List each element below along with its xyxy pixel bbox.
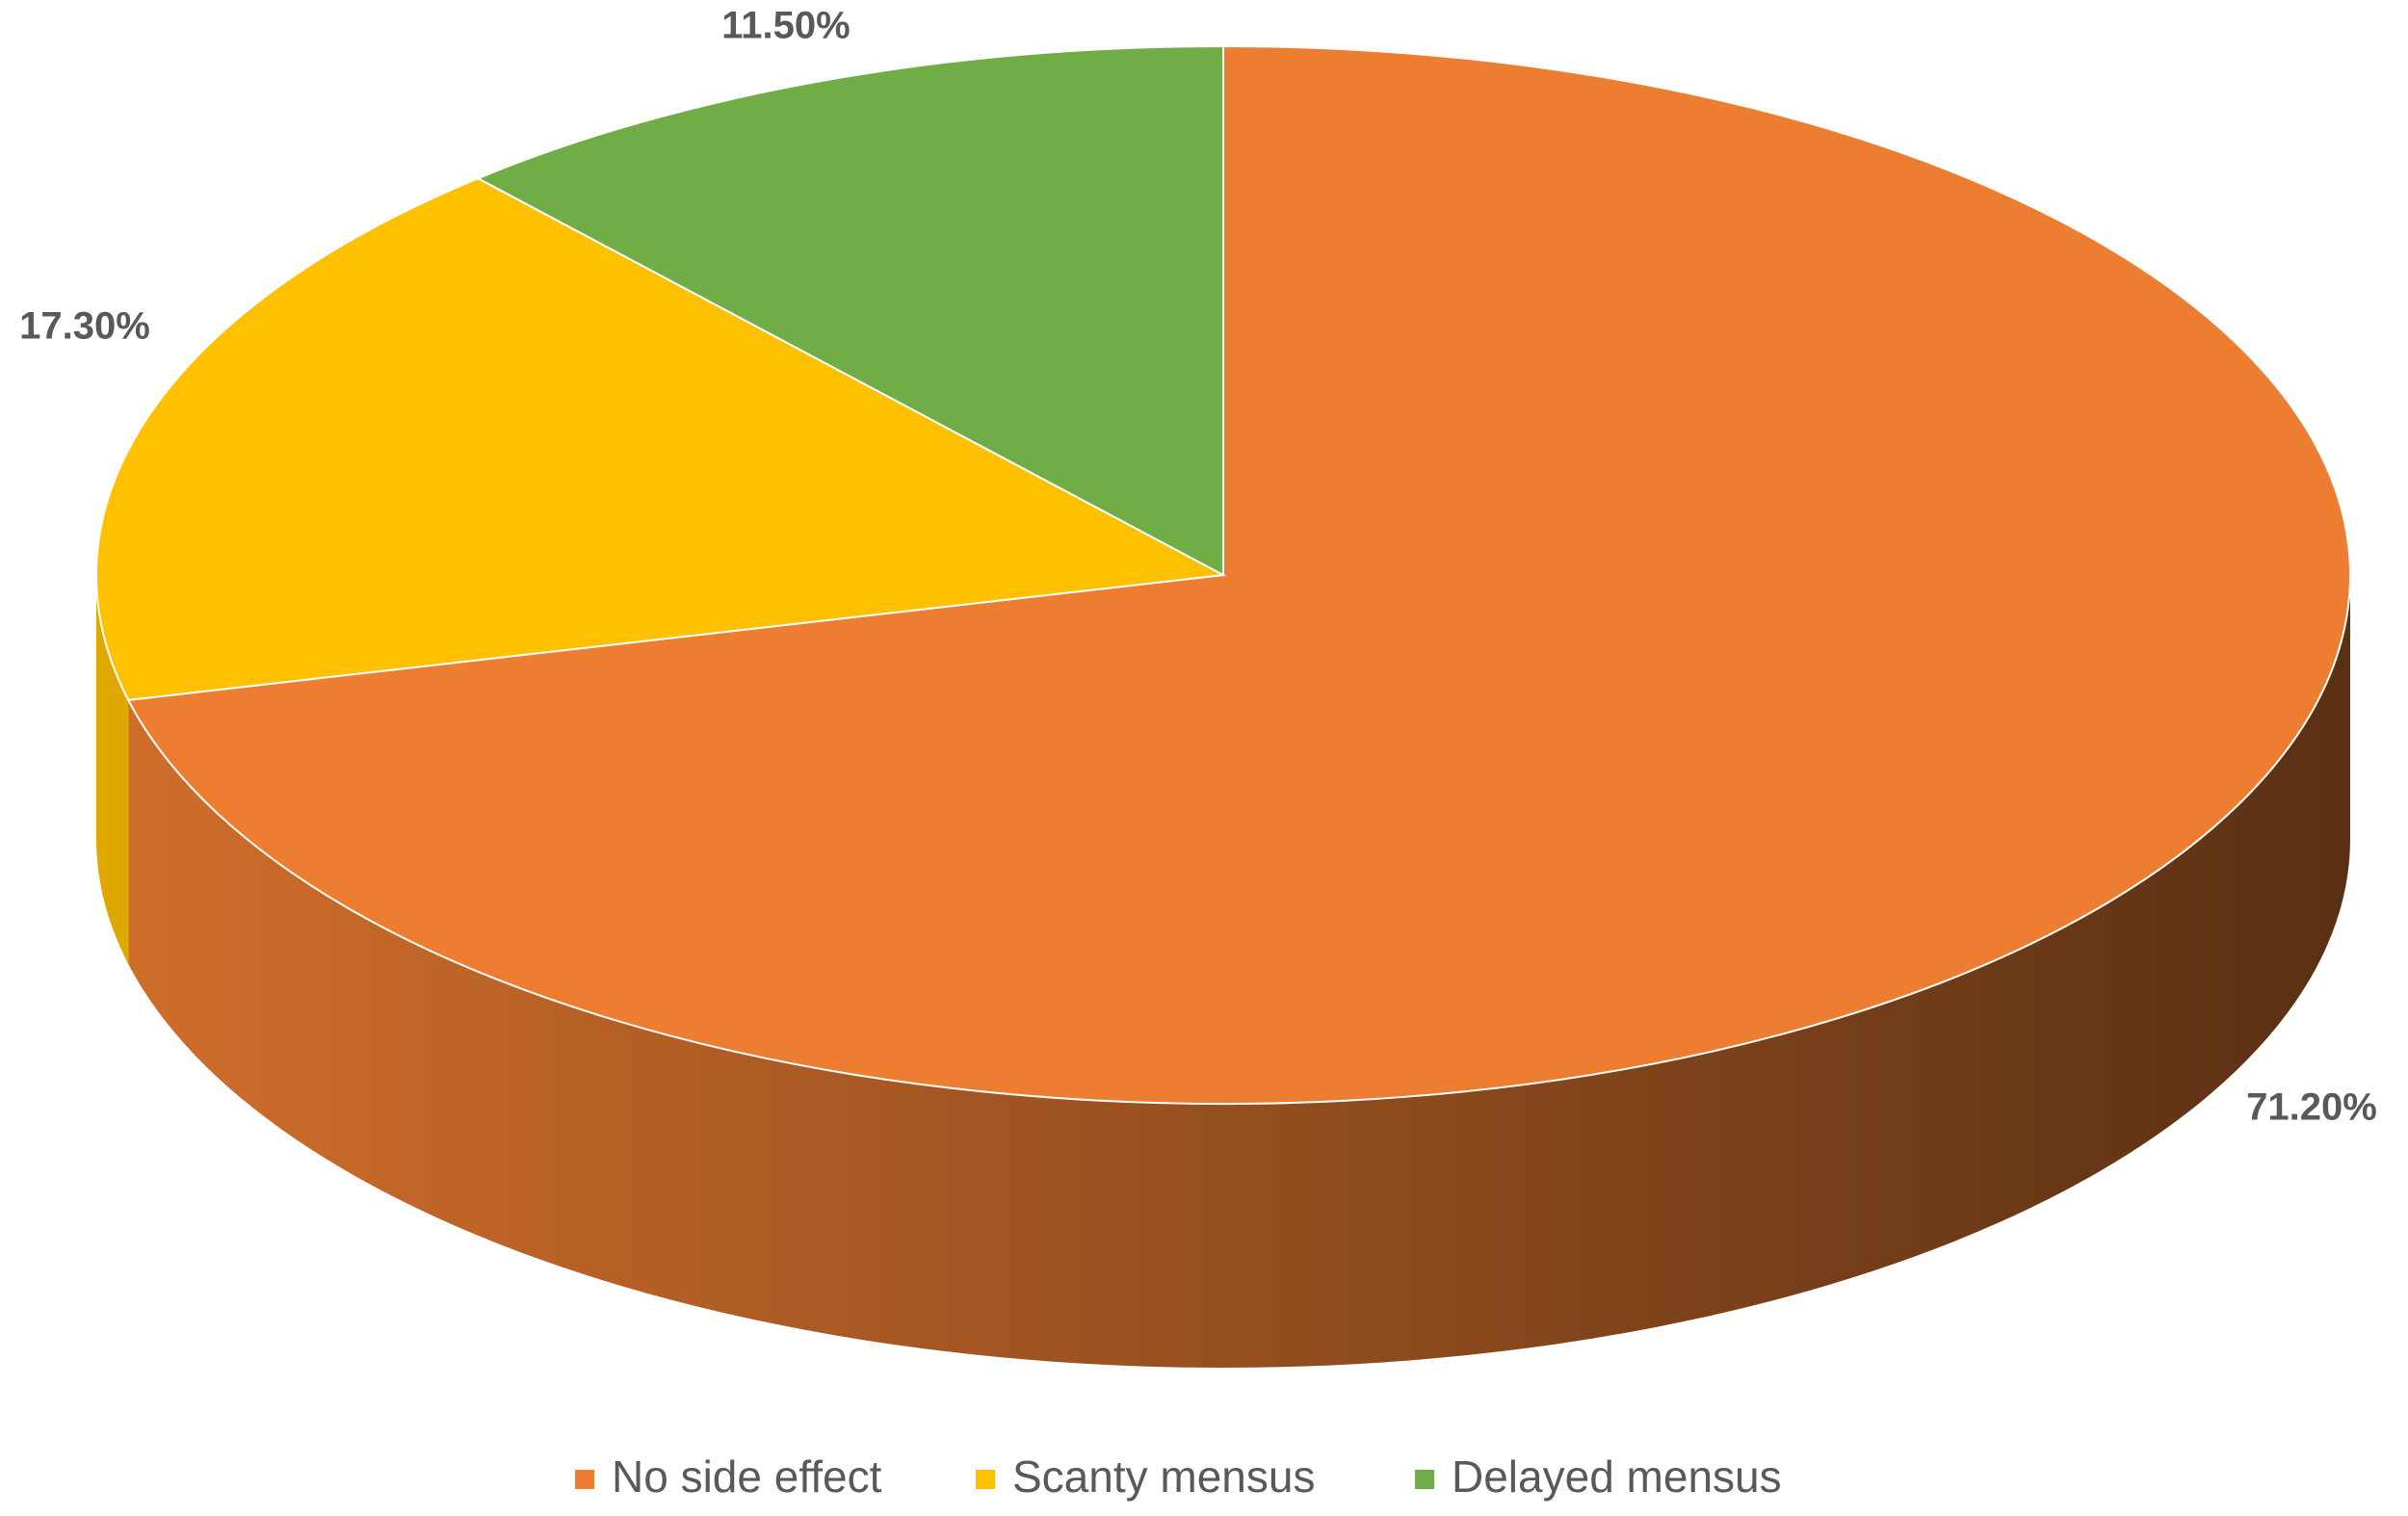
data-label: 17.30% xyxy=(19,305,150,348)
legend-swatch xyxy=(976,1470,995,1489)
slice-side xyxy=(96,575,129,964)
legend-swatch xyxy=(1415,1470,1434,1489)
slice xyxy=(475,44,1224,577)
slice xyxy=(95,177,1227,701)
legend-label: Delayed mensus xyxy=(1452,1451,1782,1502)
legend-label: No side effect xyxy=(612,1451,882,1502)
slice-side xyxy=(128,575,2350,1369)
slice xyxy=(126,44,2351,1105)
data-label: 71.20% xyxy=(2246,1086,2377,1129)
legend-swatch xyxy=(575,1470,594,1489)
data-label: 11.50% xyxy=(721,5,850,47)
legend-label: Scanty mensus xyxy=(1012,1451,1315,1502)
